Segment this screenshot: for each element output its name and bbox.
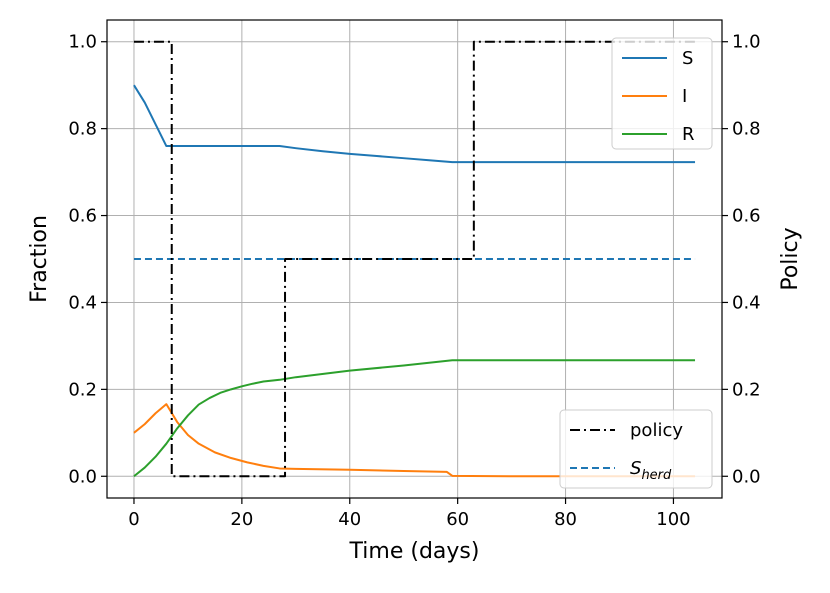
- legend-label: policy: [630, 420, 683, 441]
- x-axis-ticks: 0 20 40 60 80 100: [128, 498, 691, 530]
- y-left-tick-label: 0.0: [68, 466, 97, 487]
- legend-label: S: [682, 48, 693, 69]
- y-right-tick-label: 0.6: [732, 206, 761, 227]
- y-left-tick-label: 0.8: [68, 119, 97, 140]
- x-tick-label: 0: [128, 509, 139, 530]
- legend-box: [611, 37, 713, 150]
- x-tick-label: 100: [656, 509, 690, 530]
- x-tick-label: 20: [230, 509, 253, 530]
- y-left-tick-label: 0.4: [68, 292, 97, 313]
- series-line-i: [133, 403, 696, 478]
- y-left-tick-label: 1.0: [68, 32, 97, 53]
- x-tick-label: 40: [338, 509, 361, 530]
- legend-bottom-right: policy Sherd: [559, 409, 713, 489]
- y-axis-left-ticks: 0.0 0.2 0.4 0.6 0.8 1.0: [68, 32, 107, 487]
- legend-label: I: [682, 86, 687, 107]
- x-tick-label: 80: [554, 509, 577, 530]
- series-line-r: [133, 359, 696, 478]
- x-tick-label: 60: [446, 509, 469, 530]
- y-axis-left-label: Fraction: [27, 215, 52, 303]
- y-left-tick-label: 0.2: [68, 379, 97, 400]
- series-line-s: [133, 84, 696, 164]
- y-axis-right-label: Policy: [778, 227, 803, 290]
- legend-label: R: [682, 124, 695, 145]
- y-left-tick-label: 0.6: [68, 206, 97, 227]
- y-axis-right-ticks: 0.0 0.2 0.4 0.6 0.8 1.0: [722, 32, 761, 487]
- legend-label: Sherd: [630, 458, 672, 483]
- series-line-policy: [133, 40, 696, 478]
- series-layer: [133, 40, 696, 478]
- y-right-tick-label: 0.2: [732, 379, 761, 400]
- legend-top-right: SIR: [611, 37, 713, 150]
- y-right-tick-label: 0.4: [732, 292, 761, 313]
- y-right-tick-label: 0.8: [732, 119, 761, 140]
- x-axis-label: Time (days): [349, 539, 480, 564]
- plot-frame: [106, 19, 723, 499]
- y-right-tick-label: 1.0: [732, 32, 761, 53]
- y-right-tick-label: 0.0: [732, 466, 761, 487]
